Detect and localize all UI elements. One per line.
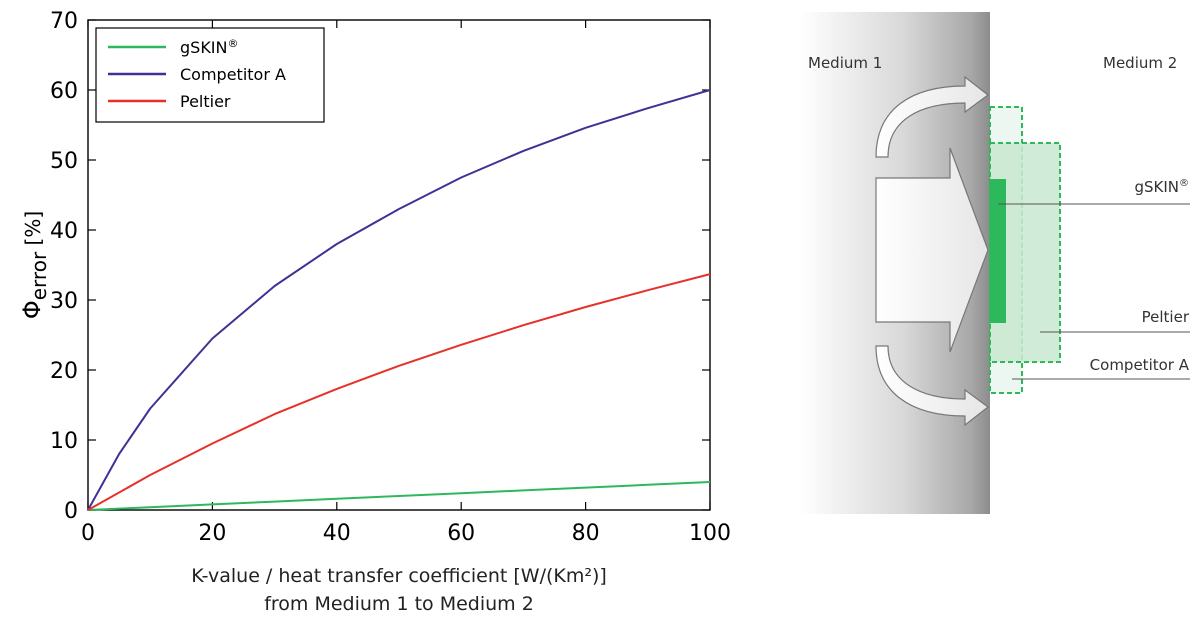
y-axis-label: Φerror [%]: [18, 211, 51, 319]
legend: gSKIN® Competitor A Peltier: [95, 27, 325, 123]
x-tick-label: 100: [689, 521, 731, 546]
x-tick-label: 80: [572, 521, 600, 546]
gskin-diagram-label: gSKIN®: [1134, 178, 1189, 196]
y-tick-label: 30: [50, 289, 78, 314]
y-tick-label: 60: [50, 79, 78, 104]
y-tick-label: 0: [64, 499, 78, 524]
gskin-sensor: [990, 179, 1006, 323]
heat-flow-diagram: Medium 1 Medium 2 gSKIN® Peltier Competi…: [800, 12, 1190, 514]
x-tick-label: 0: [81, 521, 95, 546]
plot-frame: [87, 19, 711, 511]
y-tick-label: 70: [50, 9, 78, 34]
legend-label-competitor-a: Competitor A: [180, 65, 286, 84]
x-axis-label-line1: K-value / heat transfer coefficient [W/(…: [191, 565, 607, 587]
chart: 0 10 20 30 40 50 60 70 0 20 40 60 80 100 gSKIN® Comp…: [18, 9, 731, 615]
legend-label-gskin: gSKIN®: [180, 37, 239, 57]
series-line-gskin: [87, 481, 711, 511]
legend-label-peltier: Peltier: [180, 92, 231, 111]
x-tick-label: 60: [447, 521, 475, 546]
x-axis-label-line2: from Medium 1 to Medium 2: [264, 593, 534, 615]
heat-arrow-top-icon: [875, 75, 989, 158]
y-axis-ticks: 0 10 20 30 40 50 60 70: [50, 9, 710, 524]
y-tick-label: 10: [50, 429, 78, 454]
competitor-a-diagram-label: Competitor A: [1090, 356, 1190, 374]
x-axis-ticks: 0 20 40 60 80 100: [81, 20, 731, 546]
heat-arrow-bottom-icon: [875, 345, 989, 427]
y-tick-label: 40: [50, 219, 78, 244]
y-tick-label: 20: [50, 359, 78, 384]
x-tick-label: 40: [323, 521, 351, 546]
series-line-competitor-a: [87, 89, 711, 511]
x-tick-label: 20: [198, 521, 226, 546]
y-tick-label: 50: [50, 149, 78, 174]
series-line-peltier: [87, 273, 711, 511]
medium-2-label: Medium 2: [1103, 54, 1177, 72]
series-lines: [87, 89, 711, 511]
medium-1-label: Medium 1: [808, 54, 882, 72]
heat-arrow-main-icon: [875, 147, 989, 353]
peltier-diagram-label: Peltier: [1142, 308, 1190, 326]
plot-area: 0 10 20 30 40 50 60 70 0 20 40 60 80 100: [50, 9, 731, 546]
